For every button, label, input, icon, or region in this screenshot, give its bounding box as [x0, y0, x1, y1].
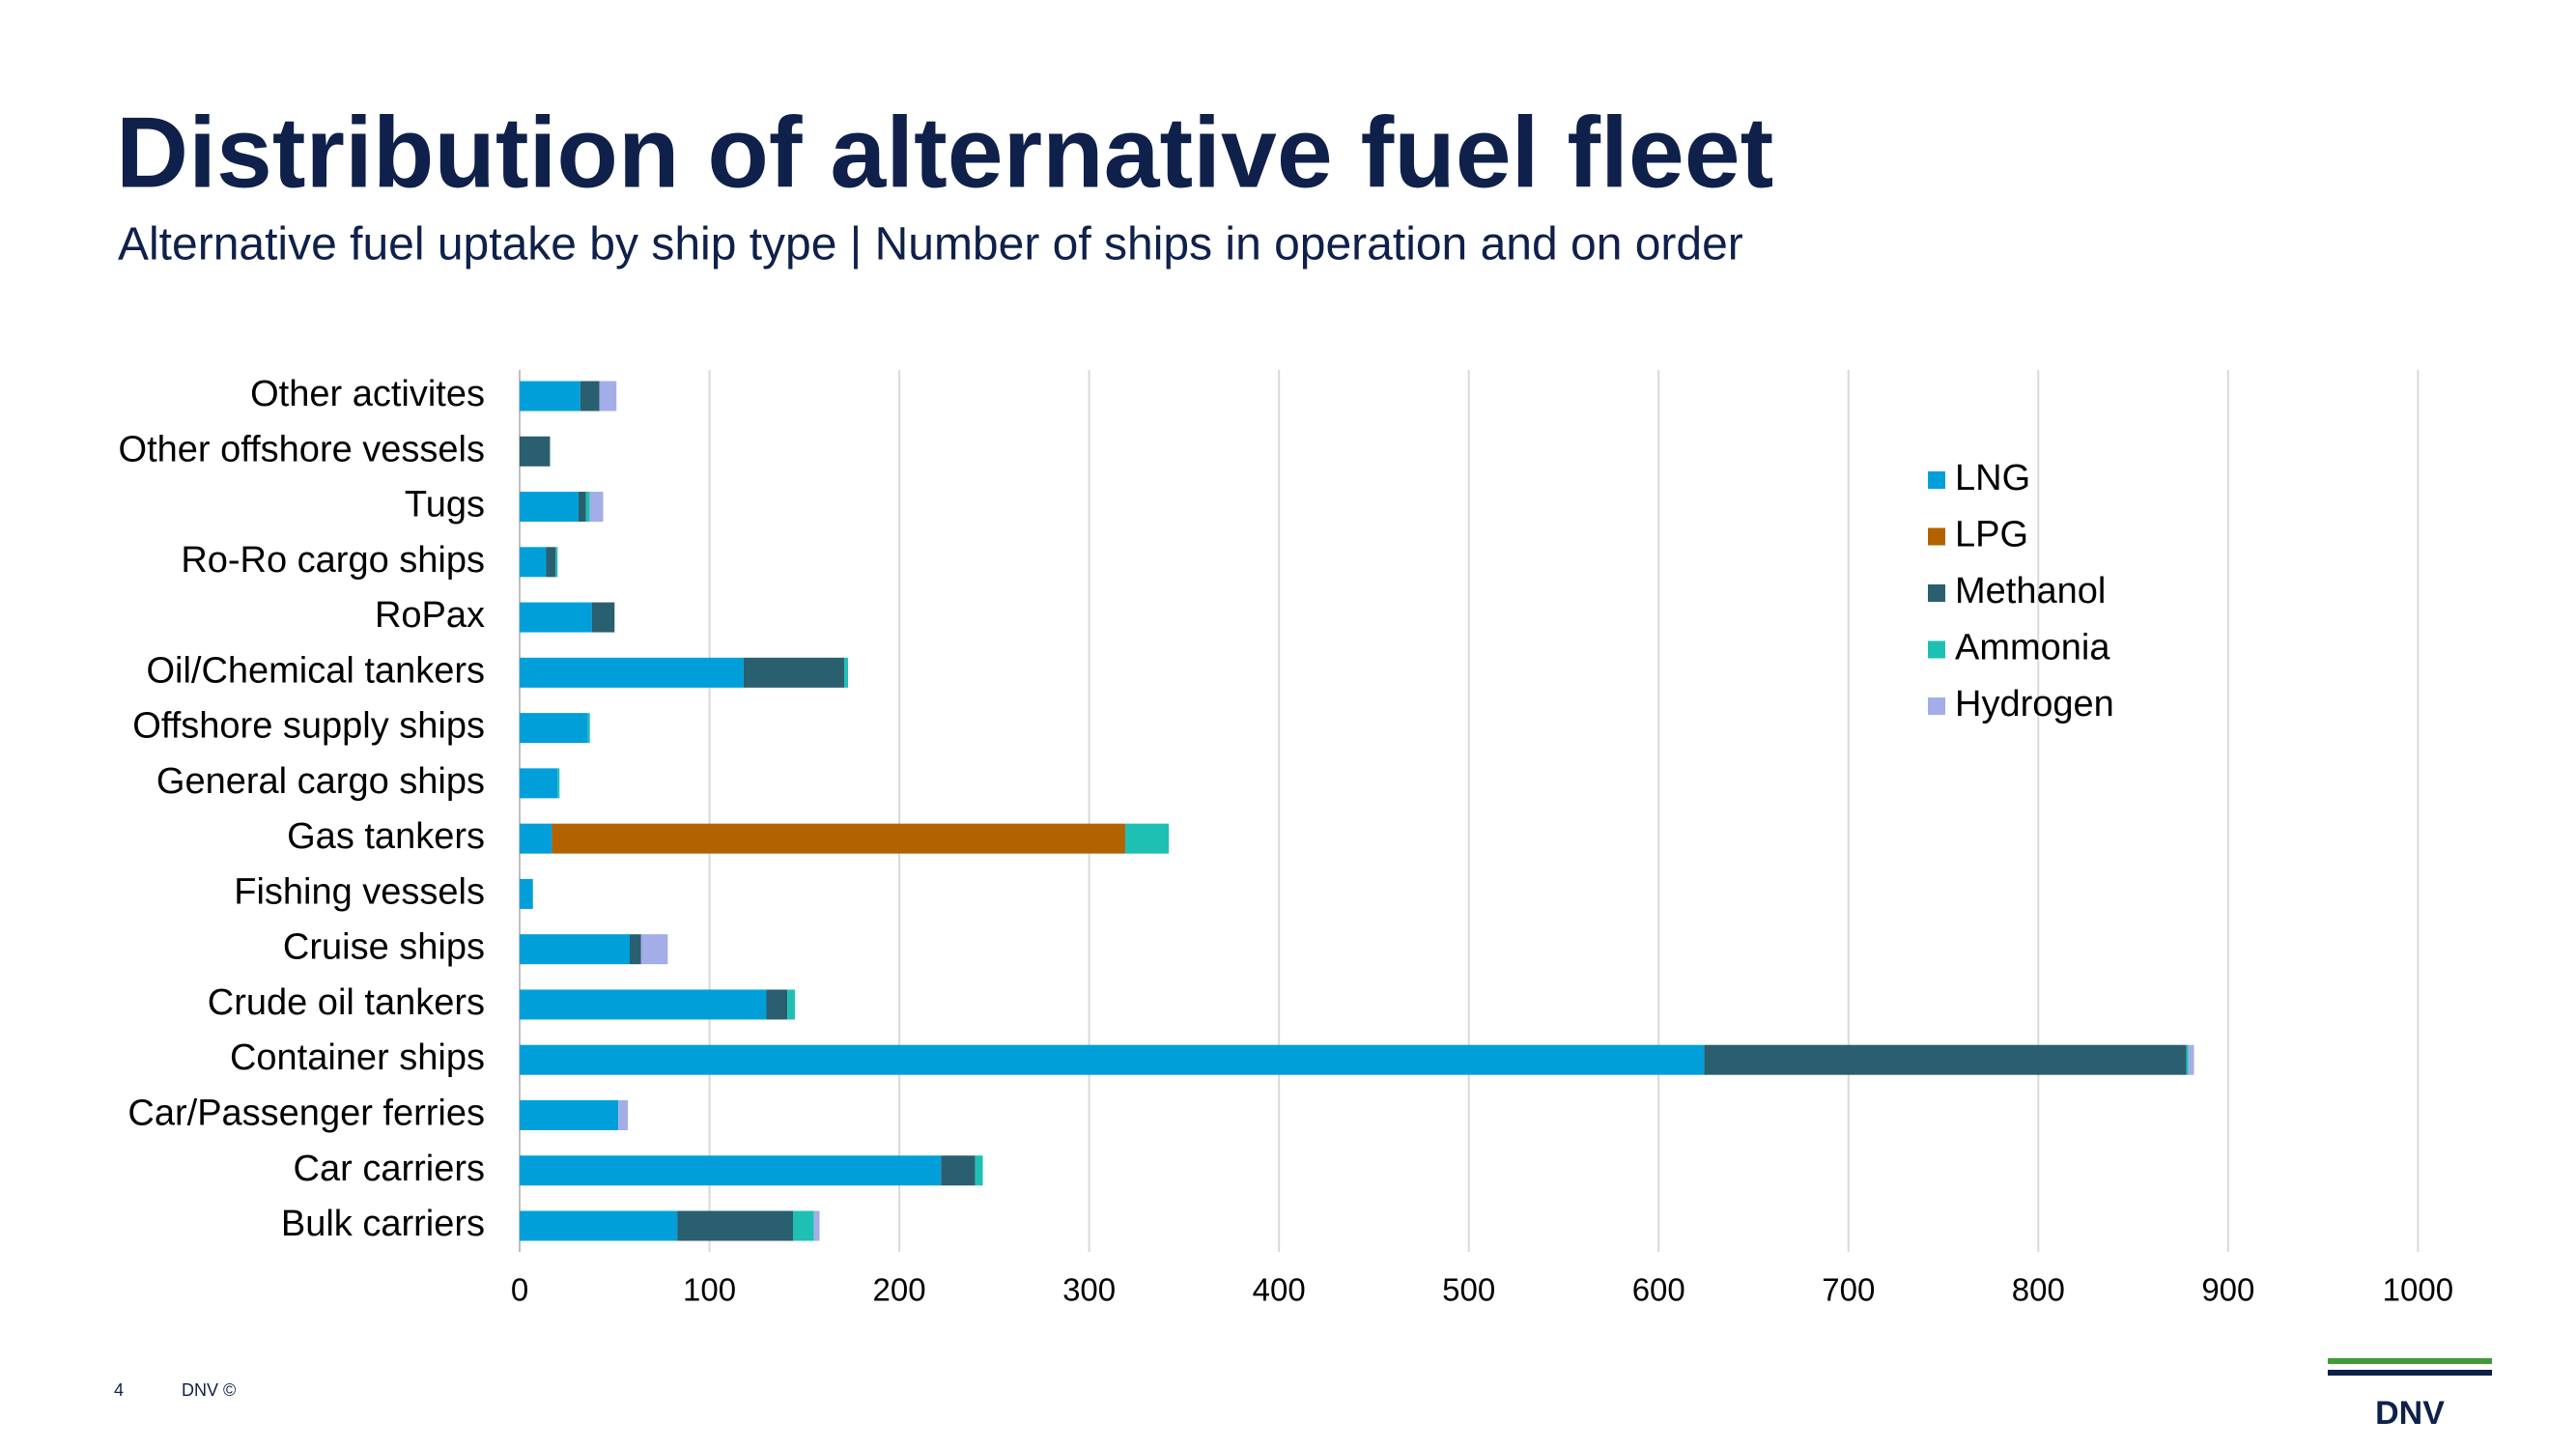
- bar-segment: [546, 547, 556, 578]
- legend-swatch: [1928, 527, 1945, 546]
- y-tick-label: General cargo ships: [156, 761, 485, 802]
- x-tick-label: 300: [1062, 1272, 1116, 1308]
- bar-segment: [589, 492, 604, 523]
- bar-segment: [520, 602, 592, 633]
- y-tick-label: Oil/Chemical tankers: [146, 650, 485, 691]
- y-tick-label: RoPax: [375, 595, 485, 636]
- bar-segment: [555, 547, 558, 578]
- logo: DNV: [2375, 1395, 2445, 1432]
- x-tick-label: 1000: [2383, 1272, 2453, 1308]
- bar-segment: [520, 768, 558, 799]
- bar-segment: [520, 1155, 942, 1186]
- bar-segment: [787, 989, 795, 1020]
- y-tick-label: Cruise ships: [283, 927, 485, 968]
- bar-segment: [677, 1210, 794, 1241]
- x-tick-label: 700: [1822, 1272, 1875, 1308]
- bar-segment: [1124, 823, 1170, 854]
- logo-bar: [2328, 1370, 2492, 1376]
- page-number: 4: [114, 1380, 124, 1400]
- bar-segment: [520, 657, 744, 688]
- x-tick-label: 200: [873, 1272, 926, 1308]
- logo-bar: [2328, 1358, 2492, 1364]
- bar-segment: [587, 713, 590, 744]
- bar-segment: [578, 492, 586, 523]
- bar-segment: [766, 989, 788, 1020]
- legend-swatch: [1928, 640, 1945, 659]
- y-tick-label: Car/Passenger ferries: [127, 1093, 485, 1133]
- bar-segment: [520, 878, 533, 909]
- chart-title: Distribution of alternative fuel fleet: [116, 97, 1773, 209]
- x-tick-label: 500: [1442, 1272, 1495, 1308]
- legend-label: Ammonia: [1955, 628, 2110, 668]
- bar-segment: [585, 492, 590, 523]
- y-tick-label: Ro-Ro cargo ships: [181, 540, 485, 581]
- bar-segment: [941, 1155, 976, 1186]
- legend-swatch: [1928, 471, 1945, 489]
- legend-swatch: [1928, 584, 1945, 602]
- bar-segment: [2188, 1044, 2194, 1075]
- y-tick-label: Car carriers: [294, 1149, 485, 1189]
- bar-segment: [844, 657, 849, 688]
- y-tick-label: Tugs: [405, 485, 485, 526]
- bar-segment: [599, 381, 617, 412]
- bar-segment: [591, 602, 615, 633]
- bar-segment: [520, 436, 551, 467]
- x-tick-label: 600: [1632, 1272, 1685, 1308]
- bar-segment: [520, 1099, 619, 1130]
- legend-swatch: [1928, 697, 1945, 715]
- x-tick-label: 100: [683, 1272, 736, 1308]
- bar-segment: [520, 823, 552, 854]
- chart-subtitle: Alternative fuel uptake by ship type | N…: [118, 219, 1743, 270]
- x-tick-label: 800: [2012, 1272, 2065, 1308]
- y-tick-label: Container ships: [230, 1037, 485, 1078]
- bar-segment: [580, 381, 600, 412]
- bar-segment: [520, 1210, 678, 1241]
- bar-segment: [520, 989, 767, 1020]
- legend-label: LNG: [1955, 458, 2030, 498]
- bar-segment: [640, 934, 668, 965]
- x-tick-label: 0: [511, 1272, 528, 1308]
- bar-segment: [618, 1099, 629, 1130]
- bar-segment: [2186, 1044, 2189, 1075]
- bar-segment: [557, 768, 560, 799]
- x-tick-label: 400: [1253, 1272, 1306, 1308]
- legend-label: Methanol: [1955, 571, 2106, 611]
- bar-segment: [793, 1210, 814, 1241]
- bar-segment: [520, 547, 547, 578]
- y-tick-label: Fishing vessels: [234, 871, 485, 912]
- legend-label: LPG: [1955, 515, 2028, 555]
- bar-segment: [520, 713, 588, 744]
- y-tick-label: Other offshore vessels: [119, 429, 485, 469]
- y-tick-label: Offshore supply ships: [132, 706, 485, 747]
- x-tick-label: 900: [2201, 1272, 2254, 1308]
- bar-segment: [1704, 1044, 2187, 1075]
- bar-segment: [520, 381, 580, 412]
- y-tick-label: Gas tankers: [287, 816, 485, 857]
- bar-segment: [520, 934, 630, 965]
- bar-segment: [629, 934, 641, 965]
- y-tick-label: Crude oil tankers: [208, 982, 485, 1023]
- bar-segment: [520, 492, 579, 523]
- bar-segment: [813, 1210, 820, 1241]
- legend-label: Hydrogen: [1955, 684, 2114, 724]
- y-tick-label: Bulk carriers: [281, 1204, 485, 1244]
- footer-text: DNV ©: [182, 1380, 236, 1400]
- bar-segment: [975, 1155, 983, 1186]
- bar-segment: [552, 823, 1125, 854]
- y-tick-label: Other activites: [250, 374, 485, 414]
- bar-segment: [743, 657, 845, 688]
- bar-segment: [520, 1044, 1705, 1075]
